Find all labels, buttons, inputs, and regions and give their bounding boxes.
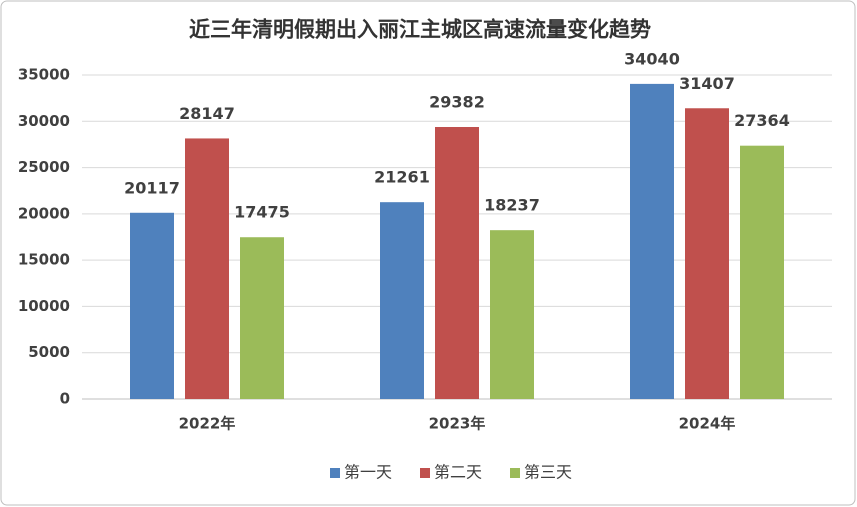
x-tick-label: 2023年 [429, 415, 486, 433]
value-label: 17475 [234, 203, 290, 222]
value-label: 34040 [624, 49, 680, 68]
y-tick-label: 10000 [18, 297, 70, 315]
chart-title: 近三年清明假期出入丽江主城区高速流量变化趋势 [189, 17, 651, 42]
y-tick-label: 0 [60, 390, 70, 408]
value-label: 20117 [124, 178, 180, 197]
legend-swatch [510, 468, 520, 478]
bar [630, 83, 674, 400]
value-label: 29382 [429, 93, 485, 112]
value-label: 28147 [179, 104, 235, 123]
y-tick-label: 25000 [18, 158, 70, 176]
legend-swatch [420, 468, 430, 478]
bar [740, 145, 784, 399]
bar [130, 212, 174, 399]
legend-label: 第三天 [524, 463, 572, 482]
legend-label: 第一天 [344, 463, 392, 482]
y-tick-label: 20000 [18, 204, 70, 222]
legend-label: 第二天 [434, 463, 482, 482]
value-label: 31407 [679, 74, 735, 93]
y-tick-label: 15000 [18, 251, 70, 269]
value-label: 18237 [484, 196, 540, 215]
y-tick-label: 35000 [18, 66, 70, 84]
bar [185, 138, 229, 399]
x-tick-label: 2024年 [679, 415, 736, 433]
bar [435, 127, 479, 400]
value-label: 21261 [374, 168, 430, 187]
bar [240, 237, 284, 399]
bar [380, 202, 424, 399]
value-label: 27364 [734, 111, 790, 130]
x-tick-label: 2022年 [179, 415, 236, 433]
legend-swatch [330, 468, 340, 478]
bar [490, 230, 534, 399]
bar [685, 108, 729, 399]
y-tick-label: 30000 [18, 112, 70, 130]
y-tick-label: 5000 [28, 343, 70, 361]
